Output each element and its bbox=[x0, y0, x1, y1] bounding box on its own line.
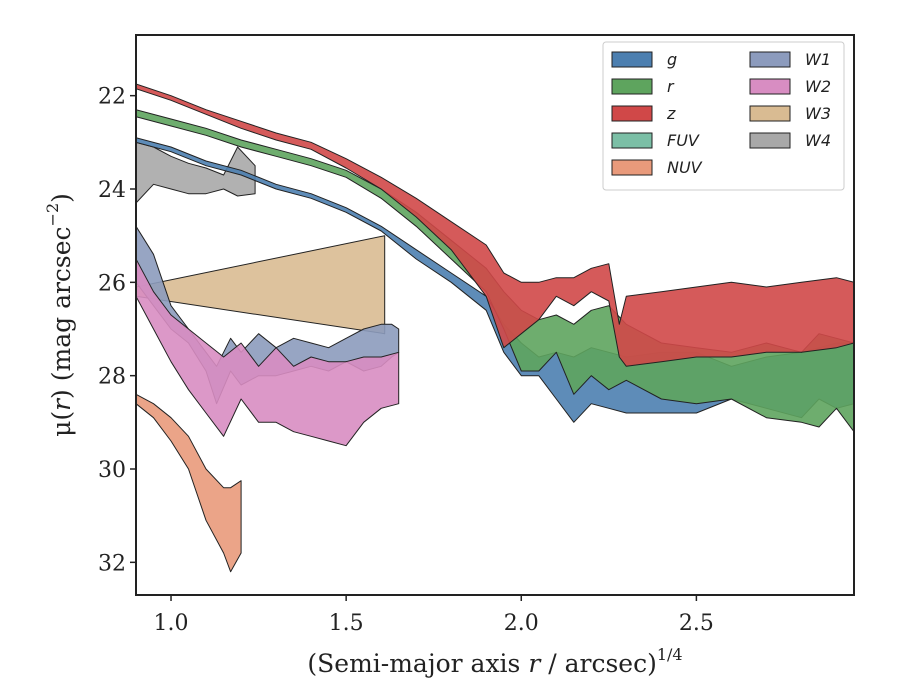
legend-swatch-nuv bbox=[611, 159, 653, 176]
x-tick-label: 1.5 bbox=[329, 611, 364, 636]
x-tick-label: 1.0 bbox=[154, 611, 189, 636]
legend-swatch-w3 bbox=[749, 105, 791, 122]
band-w2 bbox=[136, 258, 400, 447]
plot-frame bbox=[135, 34, 855, 596]
legend-label-w2: W2 bbox=[805, 77, 831, 96]
legend-swatch-w2 bbox=[749, 78, 791, 95]
legend-swatch-w1 bbox=[749, 51, 791, 68]
legend-label-w1: W1 bbox=[805, 50, 831, 69]
x-tick-label: 2.5 bbox=[679, 611, 714, 636]
band-nuv bbox=[136, 393, 242, 573]
tick-layer: 1.0 1.5 2.0 2.5 22 24 26 28 30 32 bbox=[98, 85, 714, 636]
legend: grz FUV NUV W1 W2 W3 W4 bbox=[602, 41, 845, 191]
x-tick-label: 2.0 bbox=[504, 611, 539, 636]
band-layer bbox=[136, 83, 854, 573]
legend-label-z: z bbox=[666, 104, 676, 123]
legend-label-g: g bbox=[667, 50, 677, 69]
legend-label-nuv: NUV bbox=[667, 158, 703, 177]
y-tick-label: 32 bbox=[98, 551, 126, 576]
legend-swatch-z bbox=[611, 105, 653, 122]
band-z bbox=[136, 83, 854, 367]
legend-label-r: r bbox=[667, 77, 675, 96]
y-tick-label: 28 bbox=[98, 365, 126, 390]
legend-swatch-g bbox=[611, 51, 653, 68]
y-tick-label: 30 bbox=[98, 458, 126, 483]
legend-swatch-fuv bbox=[611, 132, 653, 149]
y-tick-label: 22 bbox=[98, 85, 126, 110]
legend-label-w4: W4 bbox=[805, 131, 831, 150]
x-axis-label: (Semi-major axis r / arcsec)1/4 bbox=[307, 645, 682, 678]
legend-swatch-r bbox=[611, 78, 653, 95]
y-axis-label: μ(r) (mag arcsec−2) bbox=[43, 193, 76, 437]
band-w4 bbox=[136, 141, 256, 204]
y-tick-label: 26 bbox=[98, 271, 126, 296]
legend-label-w3: W3 bbox=[805, 104, 831, 123]
legend-swatch-w4 bbox=[749, 132, 791, 149]
y-tick-label: 24 bbox=[98, 178, 126, 203]
legend-label-fuv: FUV bbox=[667, 131, 700, 150]
